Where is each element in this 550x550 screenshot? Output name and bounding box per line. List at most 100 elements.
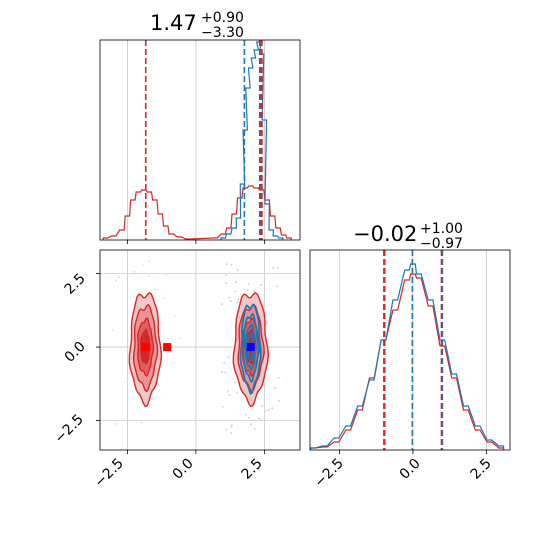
scatter-point bbox=[231, 423, 233, 426]
y-tick-label: 0.0 bbox=[62, 339, 89, 366]
scatter-point bbox=[224, 371, 226, 374]
title-1-upper: +0.90 bbox=[201, 10, 244, 26]
scatter-point bbox=[234, 290, 236, 293]
contour-level-series-a bbox=[242, 312, 260, 384]
scatter-point bbox=[225, 428, 227, 431]
scatter-point bbox=[227, 390, 230, 393]
scatter-point bbox=[133, 271, 136, 273]
title-param-1: 1.47 +0.90 −3.30 bbox=[150, 10, 244, 41]
title-2-upper: +1.00 bbox=[420, 221, 463, 237]
scatter-point bbox=[154, 288, 157, 291]
scatter-point bbox=[225, 282, 227, 284]
scatter-point bbox=[160, 322, 163, 324]
scatter-point bbox=[174, 315, 176, 318]
scatter-point bbox=[261, 405, 263, 407]
scatter-point bbox=[223, 362, 225, 364]
scatter-point bbox=[234, 381, 236, 384]
title-2-median: −0.02 bbox=[353, 222, 417, 246]
scatter-point bbox=[277, 266, 279, 269]
scatter-point bbox=[244, 413, 247, 416]
scatter-point bbox=[274, 387, 277, 389]
x-tick-label: 2.5 bbox=[468, 456, 495, 483]
title-1-median: 1.47 bbox=[150, 11, 197, 35]
scatter-point bbox=[276, 285, 278, 288]
scatter-point bbox=[272, 267, 274, 269]
contour-level-series-a bbox=[239, 303, 262, 396]
scatter-point bbox=[115, 423, 117, 425]
scatter-point bbox=[228, 297, 230, 299]
scatter-point bbox=[148, 275, 150, 277]
x-tick-label: 0.0 bbox=[397, 456, 424, 483]
scatter-point bbox=[268, 409, 270, 411]
scatter-point bbox=[222, 406, 224, 408]
axes-frame bbox=[309, 249, 511, 451]
contour-x-ticks: −2.5 0.0 2.5 bbox=[91, 455, 265, 490]
scatter-point bbox=[118, 276, 120, 279]
median-marker-b bbox=[141, 343, 150, 352]
scatter-point bbox=[142, 264, 144, 267]
histogram-series-a bbox=[309, 263, 505, 450]
scatter-point bbox=[111, 329, 114, 331]
title-param-2: −0.02 +1.00 −0.97 bbox=[353, 221, 463, 252]
x-tick-label: −2.5 bbox=[91, 455, 126, 490]
scatter-point bbox=[278, 376, 280, 379]
scatter-point bbox=[225, 263, 228, 265]
contour-y-ticks: 2.5 0.0 −2.5 bbox=[51, 271, 88, 447]
scatter-point bbox=[260, 284, 262, 286]
scatter-point bbox=[163, 297, 165, 299]
scatter-point bbox=[230, 432, 232, 434]
scatter-point bbox=[230, 264, 233, 266]
scatter-point bbox=[228, 394, 231, 396]
scatter-point bbox=[220, 370, 223, 373]
scatter-point bbox=[252, 290, 255, 293]
x-tick-label: 2.5 bbox=[239, 456, 266, 483]
title-1-lower: −3.30 bbox=[201, 25, 244, 41]
scatter-point bbox=[140, 421, 143, 424]
scatter-point bbox=[250, 423, 252, 425]
y-tick-label: −2.5 bbox=[51, 411, 86, 446]
scatter-point bbox=[265, 409, 267, 412]
y-tick-label: 2.5 bbox=[62, 271, 89, 298]
scatter-point bbox=[148, 260, 150, 263]
scatter-point bbox=[229, 300, 232, 303]
scatter-point bbox=[172, 361, 175, 364]
histogram-series-b bbox=[309, 273, 505, 450]
scatter-point bbox=[248, 283, 250, 286]
scatter-point bbox=[236, 269, 239, 271]
scatter-point bbox=[253, 428, 256, 430]
scatter-point bbox=[246, 289, 249, 291]
scatter-point bbox=[260, 419, 262, 421]
marginal-histogram-param-1 bbox=[99, 39, 301, 244]
scatter-point bbox=[266, 320, 268, 323]
axes-frame bbox=[99, 39, 301, 241]
marginal-histogram-param-2 bbox=[309, 249, 511, 454]
scatter-point bbox=[165, 273, 168, 276]
scatter-point bbox=[115, 279, 117, 282]
scatter-point bbox=[122, 381, 125, 384]
histogram-2-x-ticks: −2.5 0.0 2.5 bbox=[311, 455, 494, 490]
contour-level-series-a bbox=[245, 323, 257, 372]
scatter-point bbox=[237, 299, 240, 301]
scatter-point bbox=[236, 301, 239, 304]
histogram-series-a bbox=[220, 41, 284, 240]
scatter-point bbox=[225, 274, 227, 276]
histogram-series-b bbox=[102, 185, 292, 240]
scatter-point bbox=[128, 371, 131, 374]
x-tick-label: 0.0 bbox=[170, 456, 197, 483]
scatter-point bbox=[278, 400, 280, 402]
scatter-point bbox=[271, 407, 273, 410]
scatter-point bbox=[258, 417, 260, 420]
scatter-point bbox=[227, 356, 230, 359]
median-marker-a bbox=[246, 343, 255, 352]
scatter-point bbox=[230, 425, 233, 428]
axes-frame bbox=[99, 249, 301, 451]
x-tick-label: −2.5 bbox=[311, 455, 346, 490]
contour-panel bbox=[96, 249, 301, 454]
scatter-point bbox=[234, 281, 237, 284]
scatter-point bbox=[221, 303, 223, 305]
title-2-lower: −0.97 bbox=[420, 236, 463, 252]
median-marker-b bbox=[163, 343, 172, 352]
scatter-point bbox=[265, 323, 268, 325]
scatter-point bbox=[247, 416, 250, 419]
